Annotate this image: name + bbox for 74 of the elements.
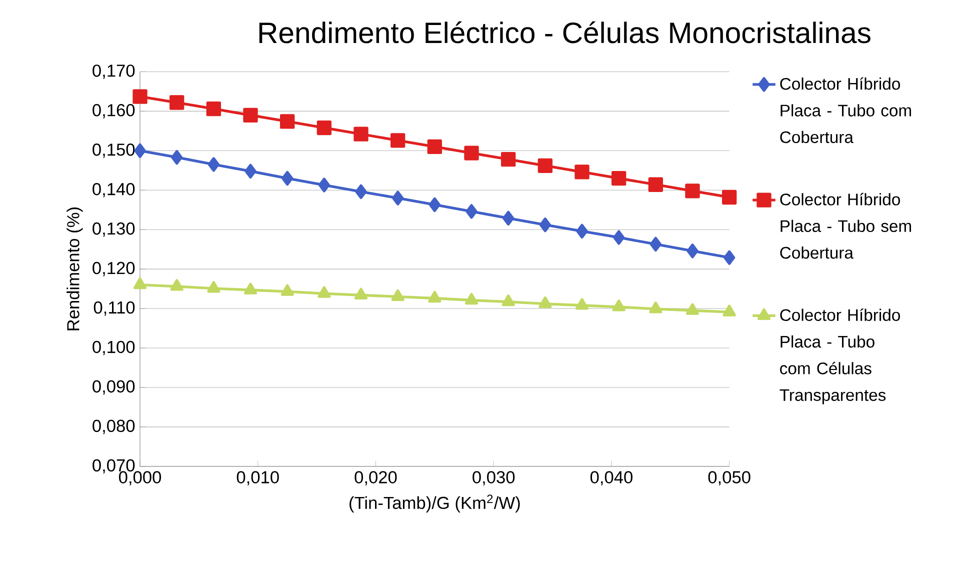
point: [208, 157, 220, 172]
point: [244, 282, 258, 294]
point: [390, 133, 406, 148]
point: [574, 164, 590, 180]
chart-title: Rendimento Eléctrico - Células Monocristalinas: [259, 21, 870, 44]
point: [501, 152, 516, 167]
point: [538, 158, 553, 173]
point: [282, 170, 294, 186]
point: [650, 236, 662, 252]
y-tick-label: 0,120: [92, 262, 135, 276]
point: [133, 277, 147, 290]
point: [280, 284, 294, 296]
point: [538, 296, 552, 308]
x-tick-label: 0,040: [590, 471, 632, 486]
point: [171, 150, 183, 165]
point: [648, 177, 663, 192]
point: [354, 288, 368, 300]
y-tick-label: 0,110: [94, 301, 135, 316]
x-tick-label: 0,020: [354, 471, 397, 486]
point: [428, 197, 440, 212]
point: [355, 184, 367, 200]
y-tick-label: 0,090: [92, 380, 135, 395]
y-tick-label: 0,150: [92, 143, 135, 158]
point: [464, 146, 479, 160]
point: [685, 184, 700, 198]
y-tick-label: 0,130: [92, 222, 135, 237]
point: [316, 120, 332, 136]
x-tick-label: 0,030: [472, 471, 515, 486]
point: [318, 178, 330, 192]
y-tick-label: 0,140: [92, 182, 135, 198]
y-tick-label: 0,080: [92, 420, 135, 434]
legend-label: Colector Híbrido Placa - Tubo sem Cobertura: [780, 192, 911, 259]
point: [502, 294, 515, 306]
point: [170, 279, 184, 291]
point: [428, 290, 442, 303]
point: [464, 292, 478, 305]
y-tick-label: 0,170: [92, 64, 135, 79]
point: [722, 190, 737, 205]
point: [207, 281, 220, 293]
point: [611, 170, 626, 186]
point: [244, 164, 256, 178]
x-tick-label: 0,010: [236, 471, 279, 486]
x-tick-label: 0,050: [708, 471, 750, 486]
point: [649, 302, 662, 314]
y-axis-title: Rendimento (%): [66, 208, 83, 330]
point: [722, 304, 736, 316]
point: [354, 126, 368, 142]
x-tick-label: 0,000: [118, 471, 162, 486]
point: [391, 289, 404, 301]
point: [318, 286, 331, 298]
point: [576, 224, 588, 238]
point: [502, 210, 514, 226]
point: [280, 114, 295, 129]
legend-label: Colector Híbrido Placa - Tubo com Células Transparentes: [780, 308, 900, 404]
point: [132, 89, 148, 104]
point: [612, 300, 626, 312]
point: [427, 139, 442, 154]
point: [686, 303, 700, 315]
point: [575, 298, 589, 310]
point: [243, 108, 258, 122]
y-tick-label: 0,160: [92, 104, 135, 118]
point: [723, 250, 736, 265]
x-axis-title: (Tin-Tamb)/G (Km$^{2}$/W): [350, 494, 520, 512]
point: [206, 101, 222, 116]
point: [170, 95, 184, 110]
point: [686, 244, 698, 258]
y-tick-label: 0,100: [92, 340, 135, 356]
point: [392, 190, 404, 206]
point: [466, 204, 478, 219]
y-tick-label: 0,070: [92, 459, 135, 474]
legend-label: Colector Híbrido Placa - Tubo com Cobertura: [780, 77, 911, 144]
point: [612, 230, 625, 245]
point: [539, 217, 551, 232]
point: [134, 143, 146, 158]
